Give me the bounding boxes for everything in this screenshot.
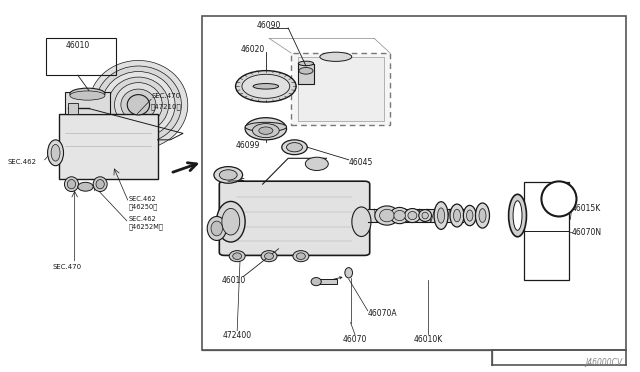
Text: 46070A: 46070A — [368, 309, 397, 318]
Text: 46045: 46045 — [221, 178, 246, 187]
Bar — [524, 182, 568, 280]
Ellipse shape — [434, 202, 448, 230]
Text: SEC.470: SEC.470 — [151, 93, 180, 99]
Bar — [291, 53, 390, 125]
Circle shape — [305, 157, 328, 170]
Text: 46010K: 46010K — [413, 335, 443, 344]
Bar — [298, 64, 314, 84]
Ellipse shape — [438, 208, 445, 223]
Text: （47210）: （47210） — [151, 103, 182, 110]
Ellipse shape — [261, 251, 277, 262]
Text: 46070: 46070 — [343, 335, 367, 344]
Ellipse shape — [51, 144, 60, 161]
Ellipse shape — [311, 278, 321, 286]
Ellipse shape — [70, 88, 105, 99]
Text: SEC.462: SEC.462 — [129, 196, 157, 202]
Ellipse shape — [296, 253, 305, 260]
Text: 46090: 46090 — [257, 21, 281, 30]
Ellipse shape — [479, 209, 486, 222]
Ellipse shape — [467, 210, 473, 221]
Bar — [317, 279, 337, 284]
Ellipse shape — [93, 177, 107, 192]
Ellipse shape — [282, 140, 307, 155]
Ellipse shape — [259, 127, 273, 134]
Ellipse shape — [287, 142, 303, 152]
FancyBboxPatch shape — [220, 181, 370, 256]
Ellipse shape — [245, 122, 287, 132]
Text: J46000CV: J46000CV — [586, 358, 623, 367]
Ellipse shape — [214, 167, 243, 183]
Ellipse shape — [253, 84, 278, 89]
Text: SEC.462: SEC.462 — [129, 216, 157, 222]
Ellipse shape — [299, 67, 313, 74]
FancyBboxPatch shape — [65, 92, 109, 114]
Ellipse shape — [390, 208, 409, 224]
Ellipse shape — [229, 251, 245, 262]
Ellipse shape — [65, 177, 79, 192]
Ellipse shape — [476, 203, 490, 228]
Ellipse shape — [454, 209, 461, 222]
Text: SEC.470: SEC.470 — [52, 264, 81, 270]
Ellipse shape — [236, 71, 296, 102]
Ellipse shape — [541, 182, 577, 217]
Ellipse shape — [422, 212, 428, 219]
Ellipse shape — [408, 211, 417, 219]
FancyBboxPatch shape — [59, 114, 157, 179]
Ellipse shape — [127, 94, 150, 115]
Text: 46015K: 46015K — [572, 203, 601, 213]
Text: 46010: 46010 — [66, 41, 90, 50]
Ellipse shape — [95, 66, 181, 144]
Bar — [46, 38, 116, 75]
Ellipse shape — [89, 61, 188, 149]
Ellipse shape — [298, 61, 314, 65]
Ellipse shape — [222, 208, 240, 235]
FancyBboxPatch shape — [298, 57, 384, 121]
Ellipse shape — [70, 91, 105, 100]
Ellipse shape — [352, 207, 371, 237]
Ellipse shape — [115, 83, 163, 127]
Text: （46250）: （46250） — [129, 203, 158, 209]
Ellipse shape — [233, 253, 242, 260]
Ellipse shape — [320, 52, 352, 61]
Text: （46252M）: （46252M） — [129, 223, 164, 230]
FancyArrowPatch shape — [332, 277, 342, 279]
Text: SEC.462: SEC.462 — [8, 159, 36, 165]
Bar — [368, 209, 463, 222]
Ellipse shape — [404, 209, 420, 222]
Ellipse shape — [102, 71, 175, 138]
Ellipse shape — [450, 204, 464, 227]
Text: 472400: 472400 — [223, 331, 252, 340]
Ellipse shape — [345, 267, 353, 278]
Ellipse shape — [419, 210, 431, 221]
Ellipse shape — [211, 221, 223, 236]
Ellipse shape — [96, 180, 104, 189]
Text: 46020: 46020 — [241, 45, 265, 54]
Bar — [68, 103, 78, 114]
Ellipse shape — [546, 185, 572, 213]
Ellipse shape — [513, 201, 522, 230]
Ellipse shape — [264, 253, 273, 260]
Text: 46010: 46010 — [221, 276, 246, 285]
Text: 46045: 46045 — [349, 157, 373, 167]
Ellipse shape — [67, 180, 76, 189]
Circle shape — [78, 182, 93, 191]
Ellipse shape — [47, 140, 63, 166]
Text: 46070N: 46070N — [572, 228, 602, 237]
Ellipse shape — [216, 201, 245, 242]
Ellipse shape — [108, 77, 169, 132]
Ellipse shape — [375, 206, 399, 225]
Ellipse shape — [463, 205, 476, 226]
Ellipse shape — [252, 124, 279, 138]
Ellipse shape — [121, 89, 156, 121]
Ellipse shape — [220, 170, 237, 180]
Ellipse shape — [509, 194, 527, 237]
Ellipse shape — [380, 209, 394, 222]
Bar — [202, 16, 626, 350]
Ellipse shape — [242, 74, 290, 98]
Ellipse shape — [207, 217, 227, 240]
Text: 46099: 46099 — [236, 141, 260, 150]
Ellipse shape — [293, 251, 309, 262]
Ellipse shape — [245, 118, 287, 140]
Ellipse shape — [394, 211, 405, 221]
